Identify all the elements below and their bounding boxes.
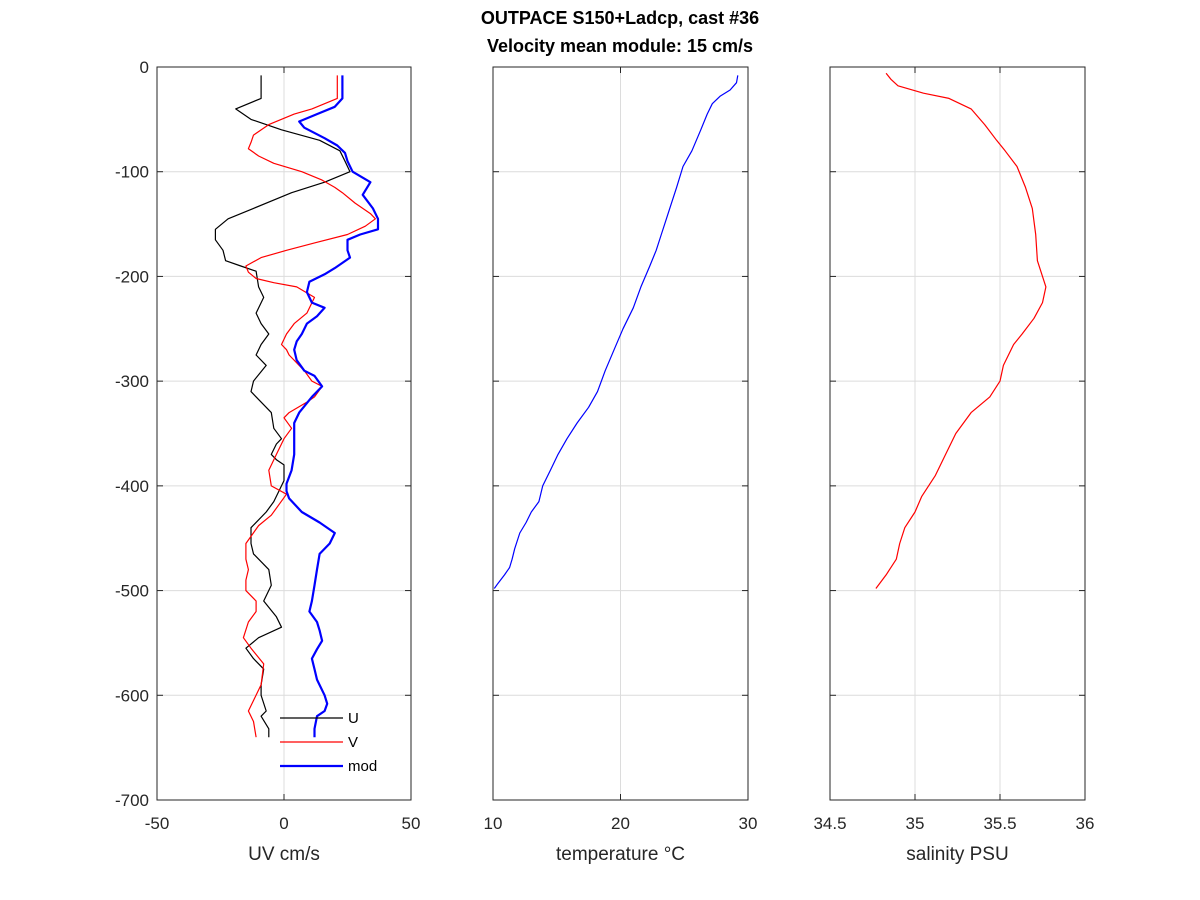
x-tick-label: 50 [402,814,421,833]
y-tick-label: -200 [115,267,149,286]
y-tick-label: -400 [115,477,149,496]
axes-frame [829,66,1086,801]
series-line-axes2 [493,75,739,589]
x-tick-label: 34.5 [813,814,846,833]
x-tick-label: 35.5 [983,814,1016,833]
x-tick-label: 36 [1076,814,1095,833]
x-tick-label: 35 [906,814,925,833]
x-tick-label: -50 [145,814,170,833]
x-tick-label: 20 [611,814,630,833]
series-line-axes3 [875,72,1047,589]
axes-2: 10 20 30 temperature °C [484,66,758,865]
y-tick-label: 0 [140,58,149,77]
x-axis-label: temperature °C [556,844,685,865]
y-tick-label: -600 [115,686,149,705]
axes-3: 34.5 35 35.5 36 salinity PSU [813,66,1095,865]
y-tick-label: -500 [115,582,149,601]
legend-label-mod: mod [348,758,377,775]
chart-subtitle: Velocity mean module: 15 cm/s [487,36,753,56]
legend-label-v: V [348,734,358,751]
x-tick-label: 10 [484,814,503,833]
y-tick-label: -700 [115,791,149,810]
x-axis-label: salinity PSU [906,844,1008,865]
series-line-mod [285,75,380,738]
x-tick-label: 0 [279,814,288,833]
y-tick-label: -300 [115,372,149,391]
series-line-v [242,75,376,738]
chart-title: OUTPACE S150+Ladcp, cast #36 [481,8,759,28]
y-tick-label: -100 [115,163,149,182]
legend-label-u: U [348,710,359,727]
x-tick-label: 30 [739,814,758,833]
x-axis-label: UV cm/s [248,844,320,865]
series-line-u [214,75,351,738]
